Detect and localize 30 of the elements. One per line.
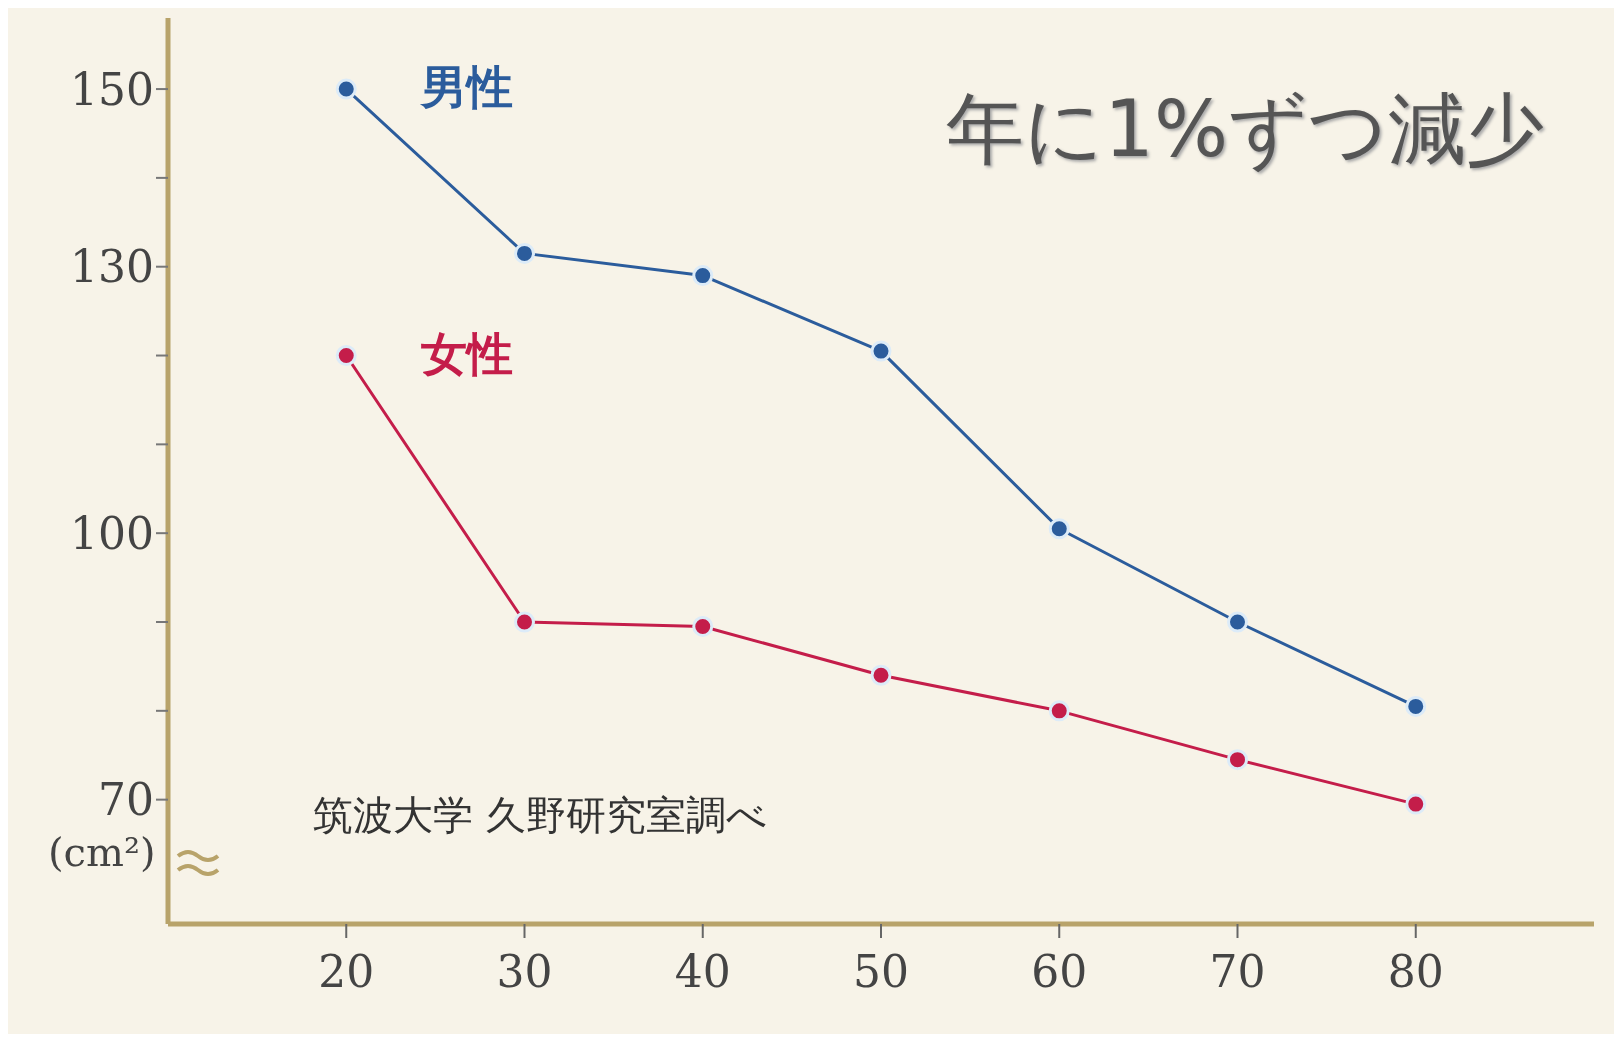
point bbox=[335, 345, 357, 367]
annotation: 筑波大学 久野研究室調べ bbox=[313, 791, 767, 840]
point bbox=[870, 664, 892, 686]
point bbox=[1048, 700, 1070, 722]
text: 年に1%ずつ減少 bbox=[946, 83, 1544, 176]
y-tick-label: 70 bbox=[98, 774, 154, 826]
x-tick-label: 80 bbox=[1387, 946, 1444, 998]
point bbox=[870, 340, 892, 362]
point bbox=[514, 242, 535, 264]
x-tick-label: 20 bbox=[318, 946, 375, 998]
point bbox=[1405, 793, 1427, 815]
point bbox=[335, 78, 357, 100]
y-tick-label: 130 bbox=[70, 241, 154, 293]
x-tick-label: 50 bbox=[853, 946, 909, 998]
x-tick-label: 70 bbox=[1209, 946, 1266, 998]
point bbox=[1048, 518, 1070, 540]
x-tick-label: 30 bbox=[496, 946, 553, 998]
point bbox=[1227, 611, 1248, 633]
y-axis-title: (cm²) bbox=[48, 829, 156, 875]
series-label: 男性 bbox=[419, 60, 514, 115]
x-tick-label: 40 bbox=[674, 946, 731, 998]
point bbox=[1405, 695, 1427, 717]
y-tick-label: 150 bbox=[70, 63, 154, 115]
x-tick-label: 60 bbox=[1031, 946, 1088, 998]
series-label: 女性 bbox=[421, 326, 514, 381]
point bbox=[514, 611, 535, 633]
y-tick-label: 100 bbox=[70, 507, 154, 559]
point bbox=[692, 265, 714, 287]
point bbox=[692, 615, 714, 637]
point bbox=[1227, 749, 1248, 771]
